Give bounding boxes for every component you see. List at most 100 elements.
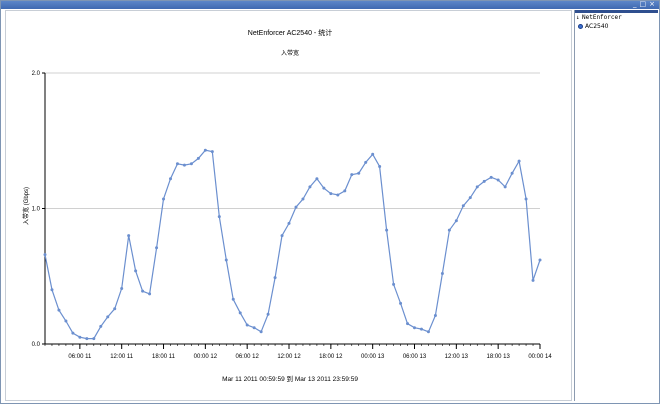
expand-arrow-icon[interactable]: ↓ xyxy=(576,14,580,21)
data-point xyxy=(259,330,263,334)
data-point xyxy=(503,185,507,189)
data-point xyxy=(92,337,96,341)
data-point xyxy=(168,177,172,181)
data-point xyxy=(482,179,486,183)
data-point xyxy=(538,258,542,262)
data-point xyxy=(510,171,514,175)
window-controls: _ □ × xyxy=(633,0,655,8)
x-tick-label: 12:00 12 xyxy=(277,354,301,360)
tree-root-label: NetEnforcer xyxy=(582,14,622,21)
maximize-icon[interactable]: □ xyxy=(639,0,647,8)
line-chart: NetEnforcer AC2540 - 统计 入带宽 入带宽 (Gbps) 0… xyxy=(22,28,552,383)
data-point xyxy=(231,297,235,301)
data-point xyxy=(343,189,347,193)
data-point xyxy=(238,311,242,315)
title-bar: _ □ × xyxy=(1,0,659,9)
data-point xyxy=(517,159,521,163)
data-point xyxy=(329,192,333,196)
data-point xyxy=(43,253,47,257)
x-tick-label: 00:00 12 xyxy=(194,354,218,360)
data-point xyxy=(524,197,528,201)
y-axis-label: 入带宽 (Gbps) xyxy=(22,187,30,225)
data-point xyxy=(203,148,207,152)
chart-subtitle: 入带宽 xyxy=(281,49,299,57)
data-point xyxy=(350,173,354,177)
data-point xyxy=(287,221,291,225)
data-point xyxy=(294,205,298,209)
data-point xyxy=(301,197,305,201)
data-point xyxy=(141,289,145,293)
x-tick-label: 00:00 13 xyxy=(361,354,385,360)
data-point xyxy=(57,308,61,312)
data-point xyxy=(127,234,131,238)
data-point xyxy=(182,163,186,167)
data-point xyxy=(454,219,458,223)
minimize-icon[interactable]: _ xyxy=(633,0,637,8)
close-icon[interactable]: × xyxy=(649,0,655,8)
data-point xyxy=(210,150,214,154)
data-point xyxy=(475,185,479,189)
device-node-icon xyxy=(578,24,583,29)
data-point xyxy=(217,215,221,219)
data-point xyxy=(315,177,319,181)
data-point xyxy=(155,246,159,250)
data-point xyxy=(336,193,340,197)
tree-item-label: AC2540 xyxy=(585,23,609,30)
data-point xyxy=(189,162,193,166)
x-tick-label: 06:00 12 xyxy=(236,354,260,360)
series-line xyxy=(44,149,541,340)
data-point xyxy=(447,228,451,232)
data-point xyxy=(385,228,389,232)
data-point xyxy=(413,326,417,330)
x-tick-label: 12:00 13 xyxy=(445,354,469,360)
data-point xyxy=(489,175,493,179)
date-range-caption: Mar 11 2011 00:59:59 到 Mar 13 2011 23:59… xyxy=(222,375,358,383)
x-tick-label: 18:00 13 xyxy=(486,354,510,360)
data-point xyxy=(426,330,430,334)
data-point xyxy=(496,178,500,182)
data-point xyxy=(99,324,103,328)
data-point xyxy=(245,323,249,327)
data-point xyxy=(357,171,361,175)
data-point xyxy=(120,286,124,290)
data-point xyxy=(266,312,270,316)
data-point xyxy=(162,197,166,201)
x-tick-label: 18:00 12 xyxy=(319,354,343,360)
data-point xyxy=(468,196,472,200)
data-point xyxy=(440,272,444,276)
data-point xyxy=(531,278,535,282)
data-point xyxy=(378,164,382,168)
tree-root-netenforcer[interactable]: ↓ NetEnforcer xyxy=(576,14,622,21)
x-tick-label: 00:00 14 xyxy=(528,354,552,360)
y-tick-label: 0.0 xyxy=(32,342,41,348)
data-point xyxy=(196,156,200,160)
tree-item-ac2540[interactable]: AC2540 xyxy=(578,23,608,30)
data-point xyxy=(106,315,110,319)
data-point xyxy=(64,319,68,323)
data-point xyxy=(399,301,403,305)
data-point xyxy=(392,282,396,286)
data-point xyxy=(308,185,312,189)
x-tick-label: 06:00 11 xyxy=(68,354,92,360)
data-point xyxy=(175,162,179,166)
chart-title: NetEnforcer AC2540 - 统计 xyxy=(248,28,332,37)
x-tick-label: 18:00 11 xyxy=(152,354,176,360)
data-point xyxy=(406,322,410,326)
y-tick-label: 2.0 xyxy=(32,71,41,77)
data-point xyxy=(252,326,256,330)
data-point xyxy=(419,327,423,331)
data-point xyxy=(85,337,89,341)
x-tick-label: 06:00 13 xyxy=(403,354,427,360)
y-tick-label: 1.0 xyxy=(32,207,41,213)
data-point xyxy=(433,314,437,318)
data-point xyxy=(113,307,117,311)
device-tree-panel: ↓ NetEnforcer AC2540 xyxy=(574,10,658,401)
data-point xyxy=(280,234,284,238)
data-point xyxy=(50,288,54,292)
data-point xyxy=(224,258,228,262)
data-point xyxy=(71,331,75,335)
data-point xyxy=(322,186,326,190)
x-tick-label: 12:00 11 xyxy=(110,354,134,360)
data-point xyxy=(148,292,152,296)
